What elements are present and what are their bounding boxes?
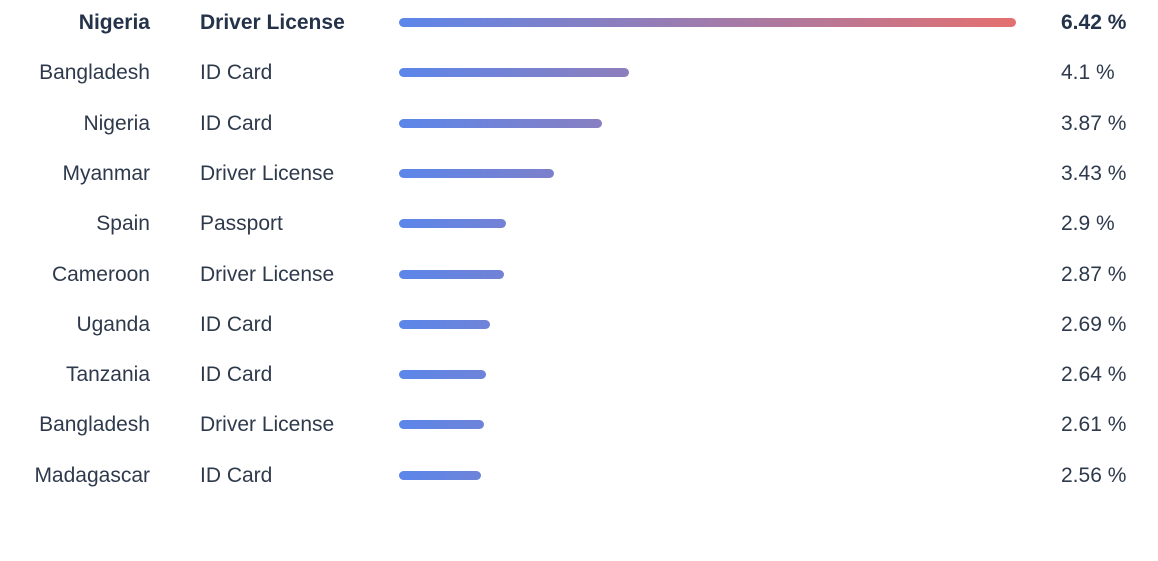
chart-row: Myanmar Driver License 3.43 % bbox=[0, 151, 1158, 201]
country-label: Cameroon bbox=[51, 262, 150, 286]
bar-mark bbox=[399, 370, 486, 380]
chart-row: Bangladesh Driver License 2.61 % bbox=[0, 402, 1158, 452]
bar-track bbox=[399, 168, 1016, 178]
document-type-label: Driver License bbox=[200, 161, 335, 185]
value-label: 2.69 % bbox=[1061, 312, 1127, 336]
value-label: 3.87 % bbox=[1061, 111, 1127, 135]
bar-track bbox=[399, 219, 1016, 229]
country-label: Spain bbox=[96, 212, 150, 236]
chart-row: Nigeria ID Card 3.87 % bbox=[0, 101, 1158, 151]
bar-track bbox=[399, 470, 1016, 480]
country-label: Bangladesh bbox=[39, 413, 150, 437]
bar-mark bbox=[399, 219, 506, 229]
bar-track bbox=[399, 370, 1016, 380]
bar-mark bbox=[399, 420, 484, 430]
bar-track bbox=[399, 319, 1016, 329]
chart-row: Nigeria Driver License 6.42 % bbox=[0, 0, 1158, 50]
value-label: 2.56 % bbox=[1061, 463, 1127, 487]
document-type-label: Driver License bbox=[200, 413, 335, 437]
chart-row: Madagascar ID Card 2.56 % bbox=[0, 453, 1158, 503]
country-label: Bangladesh bbox=[39, 61, 150, 85]
document-type-label: ID Card bbox=[200, 363, 273, 387]
chart-row: Bangladesh ID Card 4.1 % bbox=[0, 50, 1158, 100]
document-type-label: Driver License bbox=[200, 262, 335, 286]
value-label: 4.1 % bbox=[1061, 61, 1115, 85]
chart-row: Uganda ID Card 2.69 % bbox=[0, 302, 1158, 352]
value-label: 6.42 % bbox=[1061, 11, 1127, 34]
bar-mark bbox=[399, 319, 490, 329]
bar-track bbox=[399, 68, 1016, 78]
chart-row: Tanzania ID Card 2.64 % bbox=[0, 352, 1158, 402]
country-label: Nigeria bbox=[78, 11, 150, 34]
value-label: 2.61 % bbox=[1061, 413, 1127, 437]
bar-mark bbox=[399, 168, 554, 178]
document-type-label: ID Card bbox=[200, 111, 273, 135]
country-label: Uganda bbox=[76, 312, 150, 336]
document-type-label: ID Card bbox=[200, 61, 273, 85]
document-type-label: ID Card bbox=[200, 312, 273, 336]
country-label: Nigeria bbox=[83, 111, 150, 135]
chart-row: Spain Passport 2.9 % bbox=[0, 201, 1158, 251]
bar-track bbox=[399, 18, 1016, 27]
bar-mark bbox=[399, 118, 602, 128]
country-label: Tanzania bbox=[65, 363, 150, 387]
document-type-label: Driver License bbox=[200, 11, 345, 34]
bar-mark bbox=[399, 18, 1016, 27]
value-label: 2.9 % bbox=[1061, 212, 1115, 236]
bar-track bbox=[399, 269, 1016, 279]
bar-track bbox=[399, 118, 1016, 128]
value-label: 2.64 % bbox=[1061, 363, 1127, 387]
bar-mark bbox=[399, 470, 481, 480]
chart-row: Cameroon Driver License 2.87 % bbox=[0, 252, 1158, 302]
document-type-label: ID Card bbox=[200, 463, 273, 487]
document-type-label: Passport bbox=[200, 212, 283, 236]
bar-mark bbox=[399, 68, 629, 78]
bar-track bbox=[399, 420, 1016, 430]
country-label: Madagascar bbox=[34, 463, 150, 487]
country-label: Myanmar bbox=[62, 161, 150, 185]
bar-mark bbox=[399, 269, 504, 279]
value-label: 3.43 % bbox=[1061, 161, 1127, 185]
value-label: 2.87 % bbox=[1061, 262, 1127, 286]
